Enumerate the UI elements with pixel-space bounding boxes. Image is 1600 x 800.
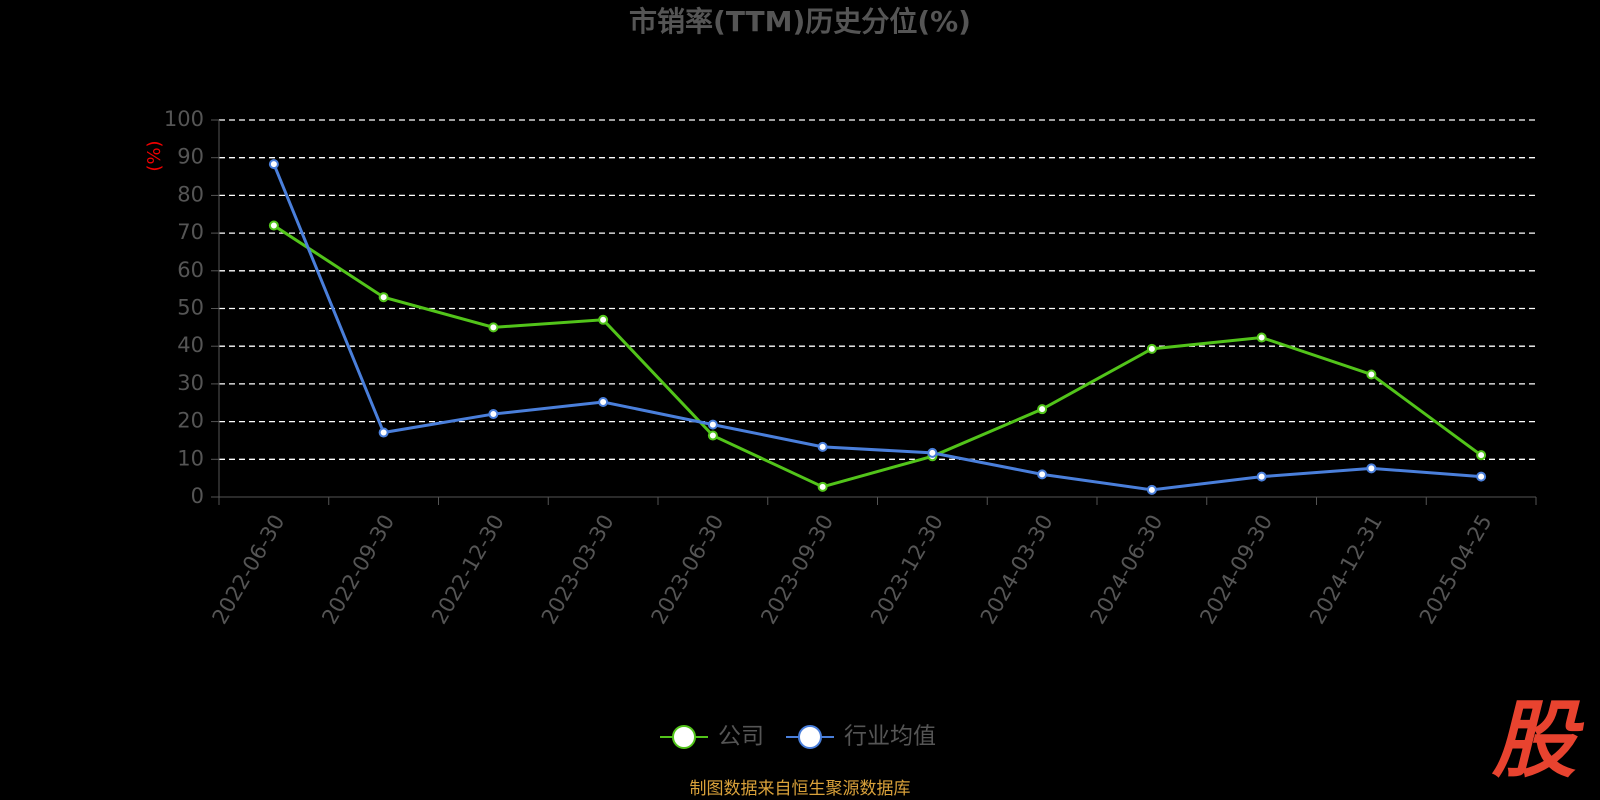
- series-line: [273, 224, 1483, 489]
- data-point: [817, 481, 828, 492]
- chart-title: 市销率(TTM)历史分位(%): [629, 5, 971, 38]
- y-tick-label: 10: [177, 446, 204, 470]
- data-point: [1476, 450, 1487, 461]
- y-axis-label: (%): [144, 140, 165, 171]
- data-point: [927, 447, 938, 458]
- legend-marker: [798, 725, 822, 749]
- data-point: [1476, 471, 1487, 482]
- data-point: [817, 441, 828, 452]
- y-tick-label: 100: [164, 107, 204, 131]
- y-tick-label: 80: [177, 182, 204, 206]
- data-point: [488, 322, 499, 333]
- legend-label: 公司: [718, 724, 764, 750]
- data-point: [707, 419, 718, 430]
- data-point: [378, 292, 389, 303]
- data-point: [707, 430, 718, 441]
- y-tick-label: 0: [191, 484, 204, 508]
- data-point: [1037, 469, 1048, 480]
- y-tick-label: 40: [177, 333, 204, 357]
- data-point: [378, 427, 389, 438]
- series-line: [272, 163, 1482, 492]
- legend-marker: [672, 725, 696, 749]
- data-point: [1256, 332, 1267, 343]
- data-point: [1256, 471, 1267, 482]
- data-point: [1146, 343, 1157, 354]
- data-point: [1037, 404, 1048, 415]
- y-tick-label: 30: [177, 371, 204, 395]
- data-point: [1146, 484, 1157, 495]
- legend-label: 行业均值: [844, 724, 936, 750]
- data-point: [1366, 463, 1377, 474]
- y-tick-label: 60: [177, 258, 204, 282]
- data-point: [598, 314, 609, 325]
- data-point: [268, 220, 279, 231]
- y-tick-label: 70: [177, 220, 204, 244]
- data-point: [488, 409, 499, 420]
- data-point: [268, 159, 279, 170]
- source-note: 制图数据来自恒生聚源数据库: [690, 779, 911, 799]
- y-tick-label: 20: [177, 409, 204, 433]
- watermark: 股: [1491, 691, 1585, 789]
- y-tick-label: 50: [177, 296, 204, 320]
- y-tick-label: 90: [177, 145, 204, 169]
- data-point: [1366, 369, 1377, 380]
- data-point: [598, 396, 609, 407]
